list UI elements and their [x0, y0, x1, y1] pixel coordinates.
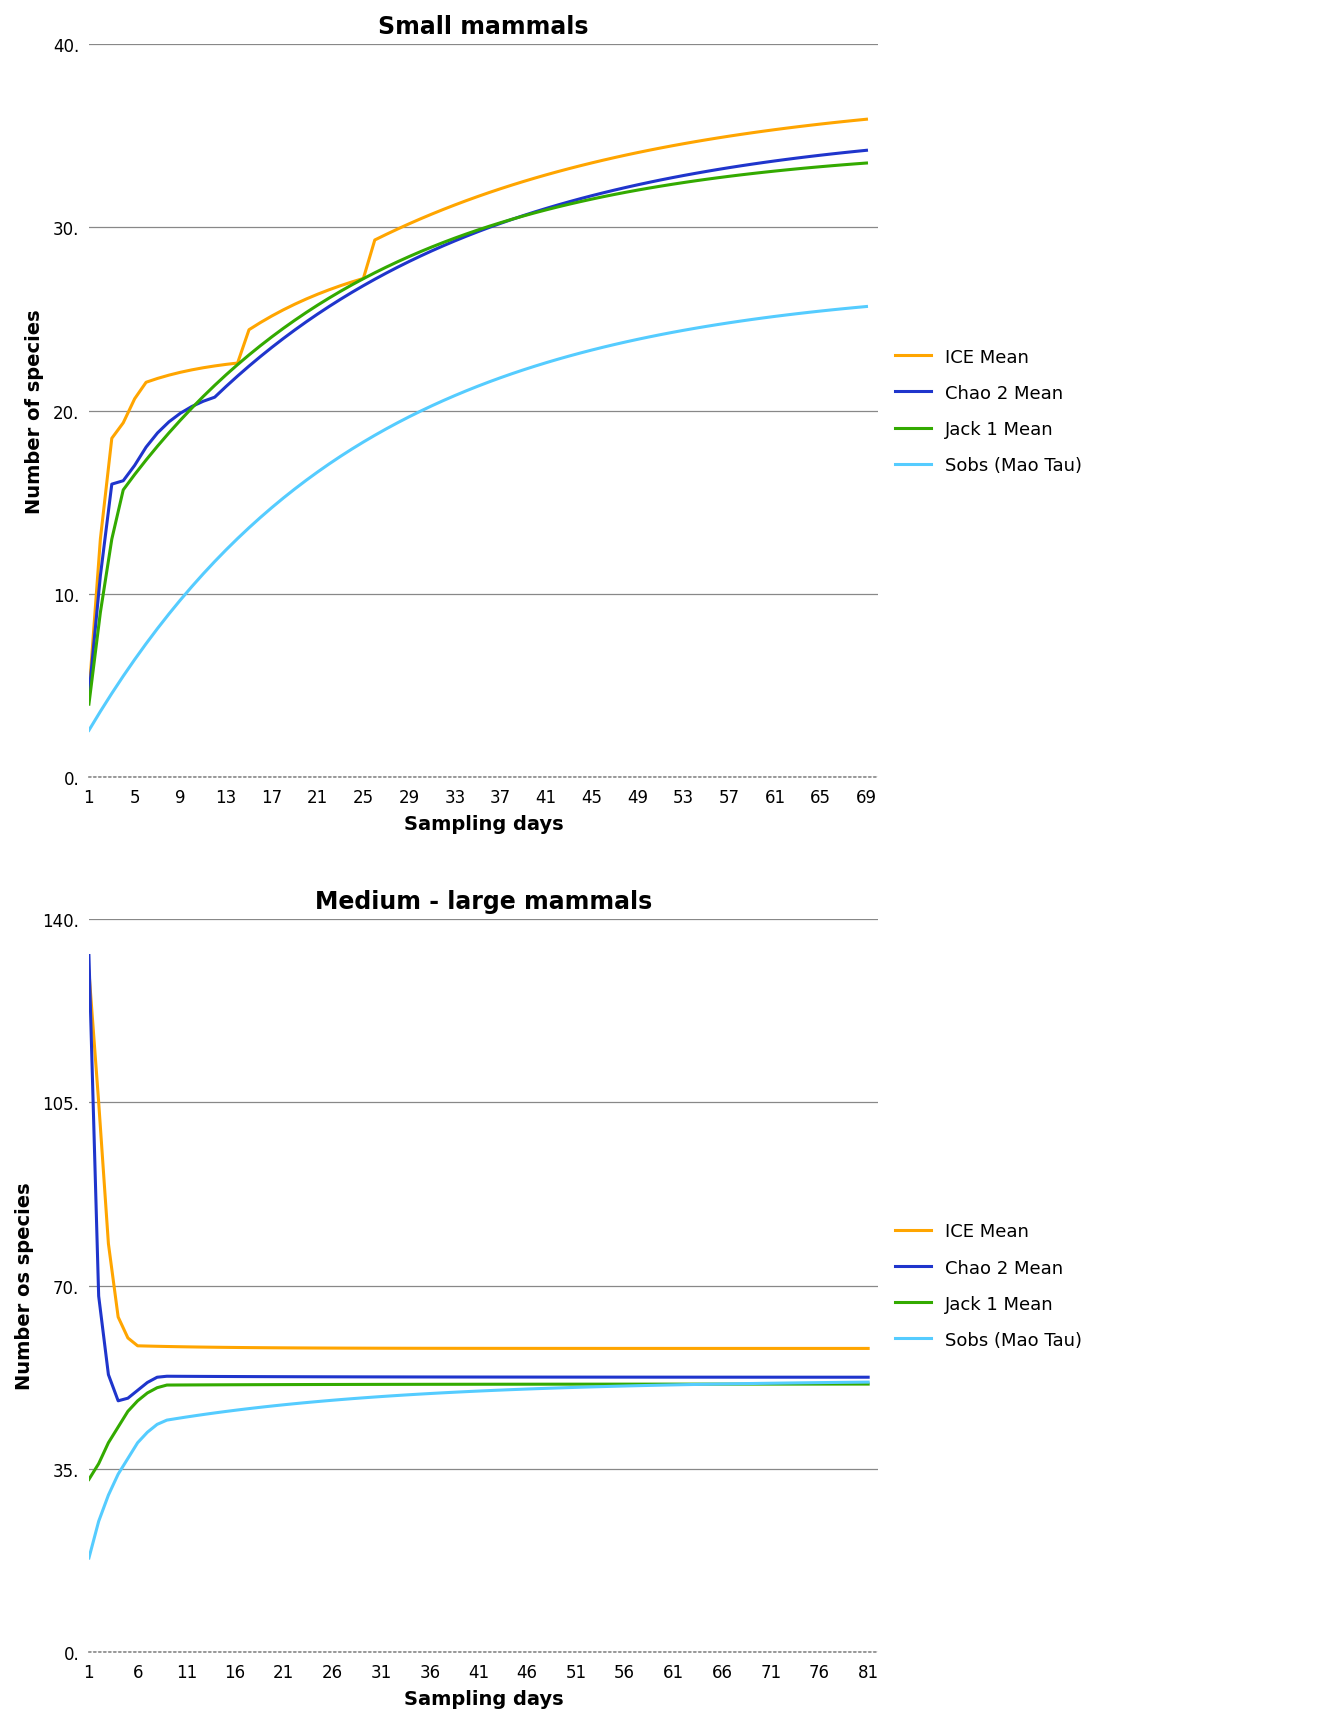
ICE Mean — [510, 1339, 526, 1359]
Sobs (Mao Tau) — [860, 1372, 876, 1392]
Line: Chao 2 Mean: Chao 2 Mean — [89, 956, 868, 1401]
Sobs (Mao Tau) — [782, 1373, 798, 1394]
Chao 2 Mean — [184, 396, 200, 417]
Sobs (Mao Tau) — [510, 1378, 526, 1399]
Chao 2 Mean — [763, 1366, 779, 1387]
Chao 2 Mean — [333, 289, 348, 310]
Chao 2 Mean — [81, 686, 97, 706]
Jack 1 Mean — [184, 398, 200, 419]
Sobs (Mao Tau) — [753, 1373, 768, 1394]
Chao 2 Mean — [344, 283, 360, 303]
Y-axis label: Number os species: Number os species — [15, 1182, 34, 1389]
Line: ICE Mean: ICE Mean — [89, 121, 867, 696]
ICE Mean — [229, 353, 245, 374]
Line: Sobs (Mao Tau): Sobs (Mao Tau) — [89, 307, 867, 731]
Chao 2 Mean — [138, 438, 154, 458]
ICE Mean — [81, 961, 97, 982]
X-axis label: Sampling days: Sampling days — [404, 1689, 563, 1707]
Jack 1 Mean — [568, 1373, 584, 1394]
Line: Jack 1 Mean: Jack 1 Mean — [89, 1384, 868, 1480]
Jack 1 Mean — [138, 450, 154, 470]
Line: Chao 2 Mean: Chao 2 Mean — [89, 152, 867, 696]
Sobs (Mao Tau) — [656, 1375, 672, 1396]
Chao 2 Mean — [229, 367, 245, 388]
Sobs (Mao Tau) — [138, 634, 154, 655]
Sobs (Mao Tau) — [344, 439, 360, 460]
Sobs (Mao Tau) — [229, 529, 245, 550]
ICE Mean — [782, 1339, 798, 1359]
ICE Mean — [527, 169, 543, 190]
Jack 1 Mean — [714, 1373, 730, 1394]
Chao 2 Mean — [519, 1366, 535, 1387]
Jack 1 Mean — [81, 1470, 97, 1490]
Line: Sobs (Mao Tau): Sobs (Mao Tau) — [89, 1382, 868, 1558]
Sobs (Mao Tau) — [81, 1547, 97, 1568]
Chao 2 Mean — [110, 1390, 126, 1411]
ICE Mean — [568, 1339, 584, 1359]
ICE Mean — [656, 1339, 672, 1359]
Jack 1 Mean — [656, 1373, 672, 1394]
Line: ICE Mean: ICE Mean — [89, 972, 868, 1349]
ICE Mean — [860, 1339, 876, 1359]
Chao 2 Mean — [792, 1366, 808, 1387]
Jack 1 Mean — [527, 203, 543, 224]
Chao 2 Mean — [860, 1366, 876, 1387]
Jack 1 Mean — [782, 1373, 798, 1394]
Jack 1 Mean — [333, 283, 348, 303]
Chao 2 Mean — [578, 1366, 594, 1387]
Jack 1 Mean — [510, 1373, 526, 1394]
Legend: ICE Mean, Chao 2 Mean, Jack 1 Mean, Sobs (Mao Tau): ICE Mean, Chao 2 Mean, Jack 1 Mean, Sobs… — [894, 1223, 1083, 1349]
Sobs (Mao Tau) — [184, 577, 200, 598]
ICE Mean — [344, 272, 360, 293]
Sobs (Mao Tau) — [568, 1377, 584, 1397]
Chao 2 Mean — [723, 1366, 739, 1387]
Sobs (Mao Tau) — [714, 1373, 730, 1394]
Jack 1 Mean — [859, 153, 874, 174]
ICE Mean — [184, 360, 200, 381]
Jack 1 Mean — [860, 1373, 876, 1394]
X-axis label: Sampling days: Sampling days — [404, 815, 563, 834]
Jack 1 Mean — [753, 1373, 768, 1394]
Line: Jack 1 Mean: Jack 1 Mean — [89, 164, 867, 705]
Title: Medium - large mammals: Medium - large mammals — [315, 889, 652, 913]
Sobs (Mao Tau) — [527, 357, 543, 377]
Jack 1 Mean — [229, 355, 245, 376]
ICE Mean — [81, 686, 97, 706]
Legend: ICE Mean, Chao 2 Mean, Jack 1 Mean, Sobs (Mao Tau): ICE Mean, Chao 2 Mean, Jack 1 Mean, Sobs… — [894, 348, 1083, 474]
ICE Mean — [333, 276, 348, 296]
Chao 2 Mean — [859, 141, 874, 162]
Jack 1 Mean — [81, 694, 97, 715]
ICE Mean — [138, 372, 154, 393]
ICE Mean — [714, 1339, 730, 1359]
Chao 2 Mean — [527, 202, 543, 222]
ICE Mean — [753, 1339, 768, 1359]
Title: Small mammals: Small mammals — [378, 16, 588, 40]
Jack 1 Mean — [344, 276, 360, 296]
Sobs (Mao Tau) — [859, 296, 874, 317]
Chao 2 Mean — [81, 946, 97, 967]
Y-axis label: Number of species: Number of species — [25, 310, 45, 513]
Chao 2 Mean — [665, 1366, 681, 1387]
Sobs (Mao Tau) — [333, 446, 348, 467]
Sobs (Mao Tau) — [81, 720, 97, 741]
ICE Mean — [859, 110, 874, 131]
